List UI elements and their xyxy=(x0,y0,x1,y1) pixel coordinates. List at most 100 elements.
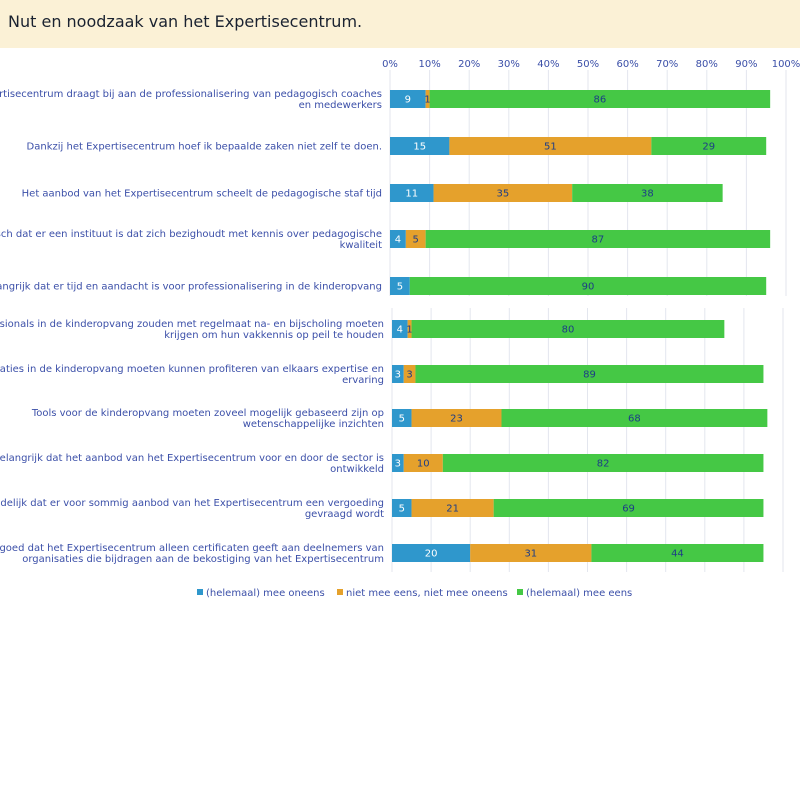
category-label-6: Organisaties in de kinderopvang moeten k… xyxy=(0,364,384,386)
data-label-10-1: 31 xyxy=(524,549,537,560)
chart-title: Nut en noodzaak van het Expertisecentrum… xyxy=(8,12,363,31)
bar-segment-2-0 xyxy=(390,184,434,202)
x-tick-label: 10% xyxy=(418,59,440,70)
bar-segment-4-2 xyxy=(409,277,767,295)
x-tick-label: 20% xyxy=(458,59,480,70)
bar-segment-10-1 xyxy=(470,544,592,562)
category-label-9: Het is redelijk dat er voor sommig aanbo… xyxy=(0,498,384,520)
bar-segment-1-0 xyxy=(390,137,450,155)
bar-segment-0-0 xyxy=(390,90,426,108)
bar-segment-10-0 xyxy=(392,544,471,562)
data-label-10-2: 44 xyxy=(671,549,684,560)
data-label-8-0: 3 xyxy=(395,459,401,470)
category-label-line: organisaties die bijdragen aan de bekost… xyxy=(22,554,384,565)
data-label-7-2: 68 xyxy=(628,414,641,425)
category-label-line: Dankzij het Expertisecentrum hoef ik bep… xyxy=(27,142,382,153)
data-label-10-0: 20 xyxy=(425,549,438,560)
category-label-line: Het is belangrijk dat het aanbod van het… xyxy=(0,453,384,464)
category-label-1: Dankzij het Expertisecentrum hoef ik bep… xyxy=(27,142,382,153)
bar-segment-10-2 xyxy=(591,544,764,562)
category-label-3: Het is logisch dat er een instituut is d… xyxy=(0,229,382,251)
data-label-0-2: 86 xyxy=(594,95,607,106)
x-tick-label: 70% xyxy=(656,59,678,70)
category-label-line: ontwikkeld xyxy=(330,464,384,475)
category-label-2: Het aanbod van het Expertisecentrum sche… xyxy=(22,189,382,200)
data-label-5-0: 4 xyxy=(397,325,403,336)
legend-label-1: niet mee eens, niet mee oneens xyxy=(346,588,508,599)
x-tick-label: 50% xyxy=(577,59,599,70)
x-tick-label: 40% xyxy=(537,59,559,70)
data-label-1-2: 29 xyxy=(702,142,715,153)
data-label-6-1: 3 xyxy=(406,370,412,381)
data-label-9-2: 69 xyxy=(622,504,635,515)
bar-segment-3-1 xyxy=(405,230,426,248)
category-label-line: Het is goed dat het Expertisecentrum all… xyxy=(0,543,384,554)
category-label-line: krijgen om hun vakkennis op peil te houd… xyxy=(164,330,384,341)
x-tick-label: 100% xyxy=(772,59,800,70)
data-label-4-0: 5 xyxy=(397,282,403,293)
data-label-7-0: 5 xyxy=(399,414,405,425)
data-label-6-0: 3 xyxy=(395,370,401,381)
category-label-line: en medewerkers xyxy=(299,100,382,111)
bar-segment-5-0 xyxy=(392,320,408,338)
bar-segment-4-0 xyxy=(390,277,410,295)
bar-segment-5-2 xyxy=(411,320,725,338)
legend-swatch-1 xyxy=(337,589,343,595)
data-label-6-2: 89 xyxy=(583,370,596,381)
data-label-5-2: 80 xyxy=(562,325,575,336)
category-label-line: Het is logisch dat er een instituut is d… xyxy=(0,229,382,240)
legend-swatch-0 xyxy=(197,589,203,595)
data-label-9-0: 5 xyxy=(399,504,405,515)
bar-segment-0-1 xyxy=(425,90,430,108)
data-label-4-2: 90 xyxy=(582,282,595,293)
data-label-2-2: 38 xyxy=(641,189,654,200)
category-label-line: Tools voor de kinderopvang moeten zoveel… xyxy=(31,408,384,419)
data-label-5-1: 1 xyxy=(406,325,412,336)
legend-swatch-2 xyxy=(517,589,523,595)
category-label-10: Het is goed dat het Expertisecentrum all… xyxy=(0,543,384,565)
data-label-7-1: 23 xyxy=(450,414,463,425)
legend-label-0: (helemaal) mee oneens xyxy=(206,588,325,599)
data-label-8-1: 10 xyxy=(417,459,430,470)
bar-segment-0-2 xyxy=(429,90,771,108)
bar-segment-7-2 xyxy=(501,409,768,427)
category-label-0: Het Expertisecentrum draagt bij aan de p… xyxy=(0,89,382,111)
category-label-line: Het aanbod van het Expertisecentrum sche… xyxy=(22,189,382,200)
category-label-line: kwaliteit xyxy=(340,240,383,251)
data-label-3-2: 87 xyxy=(592,235,605,246)
data-label-0-1: 1 xyxy=(424,95,430,106)
bar-segment-6-0 xyxy=(392,365,404,383)
bar-segment-9-2 xyxy=(493,499,764,517)
bar-segment-2-1 xyxy=(433,184,573,202)
x-tick-label: 60% xyxy=(616,59,638,70)
x-tick-label: 0% xyxy=(382,59,398,70)
category-label-4: Het is belangrijk dat er tijd en aandach… xyxy=(0,282,382,293)
data-label-8-2: 82 xyxy=(597,459,610,470)
title-bar: Nut en noodzaak van het Expertisecentrum… xyxy=(0,0,800,48)
bar-segment-9-0 xyxy=(392,499,412,517)
bar-segment-2-2 xyxy=(572,184,723,202)
category-label-5: Professionals in de kinderopvang zouden … xyxy=(0,319,384,341)
data-label-3-1: 5 xyxy=(413,235,419,246)
data-label-0-0: 9 xyxy=(405,95,411,106)
legend-label-2: (helemaal) mee eens xyxy=(526,588,632,599)
x-tick-label: 80% xyxy=(696,59,718,70)
data-label-9-1: 21 xyxy=(446,504,459,515)
category-label-line: Het is redelijk dat er voor sommig aanbo… xyxy=(0,498,384,509)
category-label-line: Organisaties in de kinderopvang moeten k… xyxy=(0,364,384,375)
category-label-8: Het is belangrijk dat het aanbod van het… xyxy=(0,453,384,475)
bar-segment-6-2 xyxy=(415,365,764,383)
x-tick-label: 90% xyxy=(735,59,757,70)
data-label-3-0: 4 xyxy=(395,235,401,246)
data-label-1-0: 15 xyxy=(413,142,426,153)
data-label-2-0: 11 xyxy=(405,189,418,200)
bar-segment-8-1 xyxy=(403,454,443,472)
category-label-line: Professionals in de kinderopvang zouden … xyxy=(0,319,384,330)
bar-segment-9-1 xyxy=(411,499,494,517)
bar-segment-3-2 xyxy=(425,230,771,248)
bar-segment-6-1 xyxy=(403,365,416,383)
data-label-2-1: 35 xyxy=(496,189,509,200)
category-label-7: Tools voor de kinderopvang moeten zoveel… xyxy=(31,408,384,430)
category-label-line: wetenschappelijke inzichten xyxy=(243,419,384,430)
